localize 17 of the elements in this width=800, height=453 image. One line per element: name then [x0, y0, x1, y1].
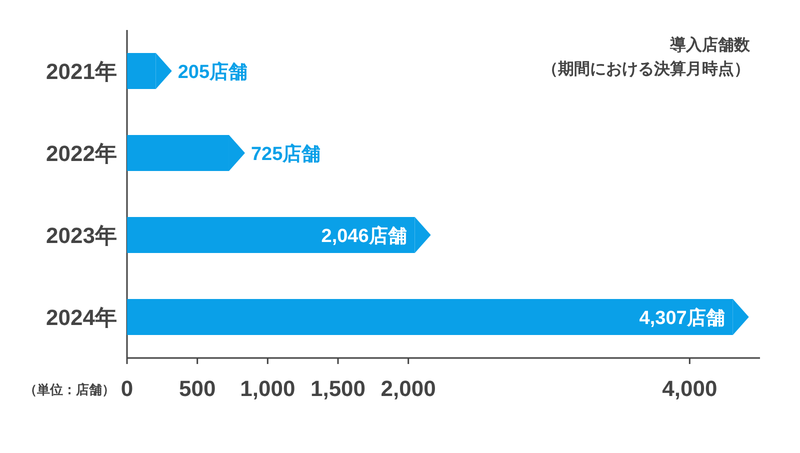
x-tick-label: 1,000 — [240, 376, 296, 401]
data-label: 2,046店舗 — [321, 225, 407, 247]
x-tick-label: 4,000 — [662, 376, 718, 401]
data-label: 725店舗 — [250, 143, 321, 165]
data-label: 4,307店舗 — [639, 307, 725, 329]
x-tick-label: 2,000 — [380, 376, 436, 401]
text: （期間における決算月時点） — [542, 60, 750, 78]
chart-title: 導入店舗数 — [669, 35, 751, 54]
x-tick-label: 0 — [120, 376, 134, 401]
y-tick-label: 2024年 — [46, 305, 117, 330]
y-tick-label: 2023年 — [46, 223, 117, 248]
x-tick-label: 1,500 — [310, 376, 366, 401]
text: （単位：店舗） — [24, 382, 115, 397]
y-tick-label: 2022年 — [46, 141, 117, 166]
y-tick-label: 2021年 — [46, 59, 117, 84]
data-label: 205店舗 — [178, 61, 248, 83]
x-tick-label: 500 — [178, 376, 216, 401]
